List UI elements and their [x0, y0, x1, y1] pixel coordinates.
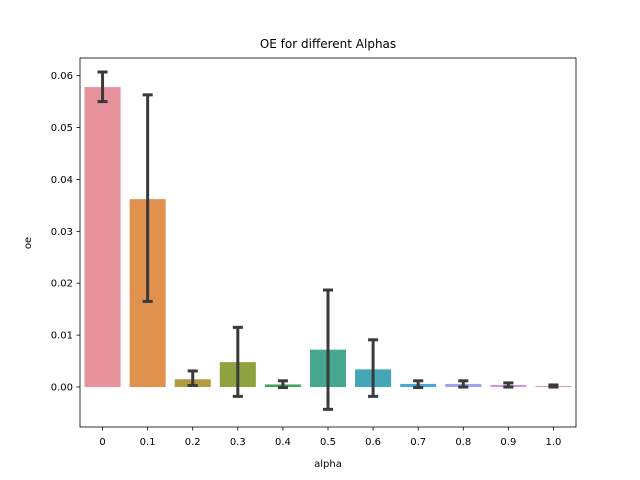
y-axis-label: oe [23, 237, 34, 249]
error-bars-group [97, 70, 559, 411]
x-tick-label: 0.4 [275, 437, 291, 448]
error-bar-0.2 [187, 369, 198, 387]
y-tick-label: 0.04 [51, 175, 73, 186]
x-tick-label: 0.5 [320, 437, 336, 448]
x-tick-label: 0.8 [455, 437, 471, 448]
x-tick-label: 0.3 [230, 437, 246, 448]
x-tick-label: 0 [99, 437, 105, 448]
error-bar-0.5 [322, 288, 334, 411]
chart-title: OE for different Alphas [260, 37, 396, 51]
error-bar-0.3 [232, 325, 243, 398]
y-tick-label: 0.00 [51, 383, 73, 394]
x-tick-label: 0.1 [140, 437, 156, 448]
x-tick-label: 1.0 [546, 437, 562, 448]
y-tick-label: 0.06 [51, 71, 73, 82]
error-bar-0 [97, 70, 108, 104]
plot-frame [79, 57, 577, 428]
error-bar-0.7 [413, 379, 424, 390]
x-tick-label: 0.9 [500, 437, 516, 448]
y-tick-label: 0.01 [51, 331, 73, 342]
y-tick-label: 0.02 [51, 279, 73, 290]
error-bar-0.6 [368, 338, 379, 398]
bar-0 [84, 87, 121, 388]
error-bar-0.8 [458, 379, 469, 389]
x-tick-label: 0.7 [410, 437, 426, 448]
x-axis: 0 0.1 0.2 0.3 0.4 0.5 0.6 0.7 0.8 0.9 1.0 [99, 427, 561, 448]
x-tick-label: 0.2 [185, 437, 201, 448]
error-bar-0.1 [142, 93, 153, 303]
x-axis-label: alpha [314, 459, 342, 470]
x-tick-label: 0.6 [365, 437, 381, 448]
y-tick-label: 0.03 [51, 227, 73, 238]
error-bar-0.9 [503, 381, 514, 389]
error-bar-1.0 [548, 383, 559, 389]
y-axis: 0.00 0.01 0.02 0.03 0.04 0.05 0.06 [51, 71, 80, 394]
error-bar-0.4 [277, 379, 288, 390]
y-tick-label: 0.05 [51, 123, 73, 134]
